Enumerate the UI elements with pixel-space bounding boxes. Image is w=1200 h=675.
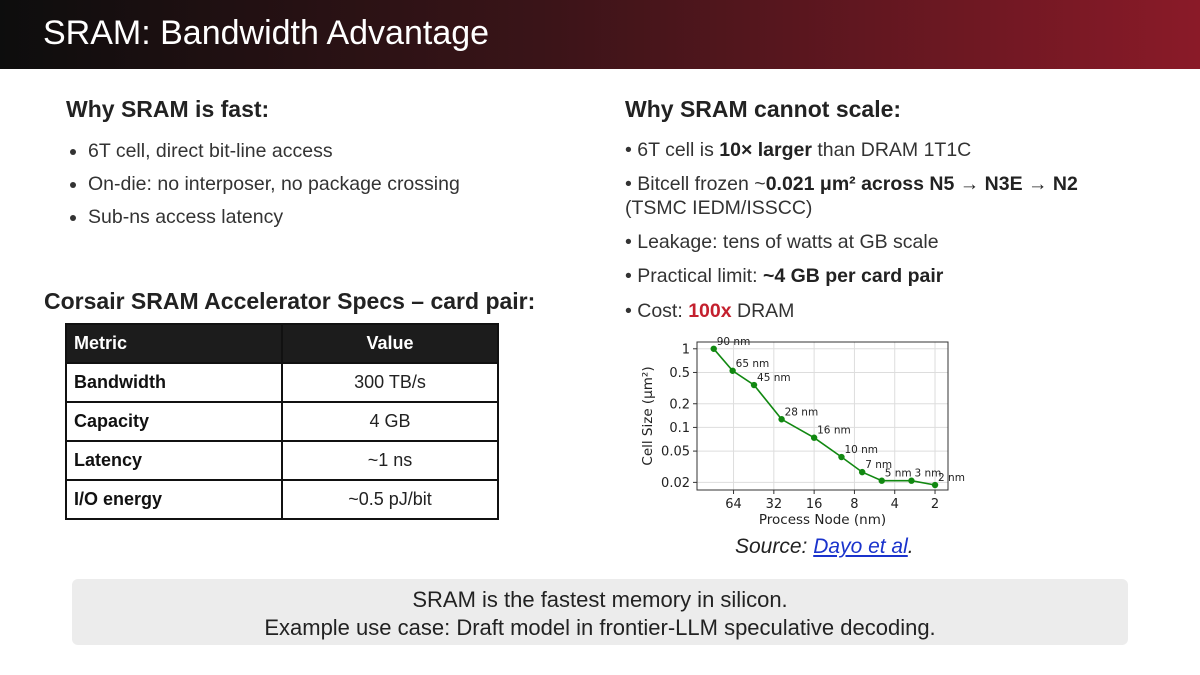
point-label: 65 nm	[736, 358, 770, 370]
bullet-text: DRAM	[731, 300, 795, 322]
bullet-text: • 6T cell is	[625, 139, 720, 161]
point-label: 45 nm	[757, 372, 791, 384]
table-row: Capacity 4 GB	[65, 401, 499, 442]
x-tick-label: 32	[766, 497, 783, 512]
scale-bullet-leakage: • Leakage: tens of watts at GB scale	[625, 230, 939, 254]
x-tick-label: 4	[891, 497, 899, 512]
point-label: 90 nm	[717, 336, 751, 348]
bullet-emphasis: 0.021 μm² across N5 → N3E → N2	[765, 173, 1078, 195]
point-label: 28 nm	[785, 406, 819, 418]
bullet-text: • Bitcell frozen ~	[625, 173, 766, 195]
source-citation: Source: Dayo et al.	[735, 535, 914, 559]
metric-cell: I/O energy	[65, 479, 283, 520]
point-label: 10 nm	[844, 444, 878, 456]
value-cell: 4 GB	[281, 401, 499, 442]
y-axis-label: Cell Size (μm²)	[640, 366, 656, 465]
data-point	[729, 367, 736, 374]
source-suffix: .	[907, 535, 914, 558]
plot-frame	[696, 341, 949, 491]
y-tick-label: 0.05	[661, 445, 690, 460]
x-tick-label: 16	[806, 497, 823, 512]
bullet-text: (TSMC IEDM/ISSCC)	[625, 197, 813, 219]
summary-banner: SRAM is the fastest memory in silicon. E…	[72, 579, 1128, 645]
point-label: 16 nm	[817, 425, 851, 437]
y-tick-label: 0.5	[669, 366, 690, 381]
x-tick-label: 2	[931, 497, 939, 512]
source-link[interactable]: Dayo et al	[813, 535, 908, 558]
x-tick-label: 64	[725, 497, 742, 512]
point-label: 3 nm	[914, 468, 941, 480]
metric-cell: Capacity	[65, 401, 283, 442]
table-row: Bandwidth 300 TB/s	[65, 362, 499, 403]
y-tick-label: 0.1	[669, 421, 690, 436]
fast-heading: Why SRAM is fast:	[66, 96, 270, 122]
scale-heading: Why SRAM cannot scale:	[625, 96, 902, 122]
scale-bullet-bitcell: • Bitcell frozen ~0.021 μm² across N5 → …	[625, 172, 1078, 220]
table-header-row: Metric Value	[65, 323, 499, 364]
series-line	[713, 348, 936, 486]
y-tick-label: 1	[682, 342, 690, 357]
y-tick-label: 0.2	[669, 397, 690, 412]
scale-bullet-size: • 6T cell is 10× larger than DRAM 1T1C	[625, 138, 971, 162]
table-row: I/O energy ~0.5 pJ/bit	[65, 479, 499, 520]
x-axis-label: Process Node (nm)	[759, 512, 886, 528]
cell-size-chart: 64 32 16 8 4 2 1 0.5 0.2 0.1 0.05 0.02 90 nm 65 nm 45 …	[640, 336, 965, 528]
metric-cell: Bandwidth	[65, 362, 283, 403]
list-item: 6T cell, direct bit-line access	[88, 137, 460, 170]
data-point	[838, 453, 845, 461]
specs-heading: Corsair SRAM Accelerator Specs – card pa…	[44, 288, 536, 314]
metric-cell: Latency	[65, 440, 283, 481]
bullet-highlight: 100x	[688, 300, 732, 322]
value-cell: 300 TB/s	[281, 362, 499, 403]
bullet-text: • Practical limit:	[625, 265, 763, 287]
data-point	[931, 481, 939, 489]
bullet-text: than DRAM 1T1C	[811, 139, 972, 161]
summary-line: Example use case: Draft model in frontie…	[264, 615, 936, 640]
y-tick-label: 0.02	[661, 476, 690, 491]
column-header-metric: Metric	[65, 323, 283, 364]
value-cell: ~1 ns	[281, 440, 499, 481]
point-label: 7 nm	[865, 459, 892, 471]
fast-bullet-list: 6T cell, direct bit-line access On-die: …	[66, 137, 460, 236]
scale-bullet-limit: • Practical limit: ~4 GB per card pair	[625, 264, 943, 288]
point-label: 5 nm	[885, 468, 912, 480]
bullet-emphasis: ~4 GB per card pair	[762, 265, 944, 287]
specs-table: Metric Value Bandwidth 300 TB/s Capacity…	[65, 323, 499, 520]
column-header-value: Value	[281, 323, 499, 364]
data-point	[778, 416, 785, 423]
value-cell: ~0.5 pJ/bit	[281, 479, 499, 520]
x-tick-label: 8	[850, 497, 858, 512]
list-item: On-die: no interposer, no package crossi…	[88, 170, 460, 203]
bullet-text: • Leakage: tens of watts at GB scale	[625, 231, 939, 253]
data-point	[858, 468, 866, 476]
summary-line: SRAM is the fastest memory in silicon.	[412, 587, 788, 612]
data-point	[810, 434, 818, 441]
table-row: Latency ~1 ns	[65, 440, 499, 481]
slide-title: SRAM: Bandwidth Advantage	[43, 14, 490, 52]
bullet-emphasis: 10× larger	[719, 139, 812, 161]
data-point	[878, 477, 885, 484]
list-item: Sub-ns access latency	[88, 203, 460, 236]
bullet-text: • Cost:	[625, 300, 689, 322]
data-point	[710, 345, 717, 352]
data-point	[908, 477, 915, 484]
point-label: 2 nm	[938, 472, 965, 484]
source-prefix: Source:	[735, 535, 814, 558]
scale-bullet-cost: • Cost: 100x DRAM	[625, 299, 794, 323]
slide-header: SRAM: Bandwidth Advantage	[0, 0, 1200, 69]
data-point	[750, 381, 758, 389]
